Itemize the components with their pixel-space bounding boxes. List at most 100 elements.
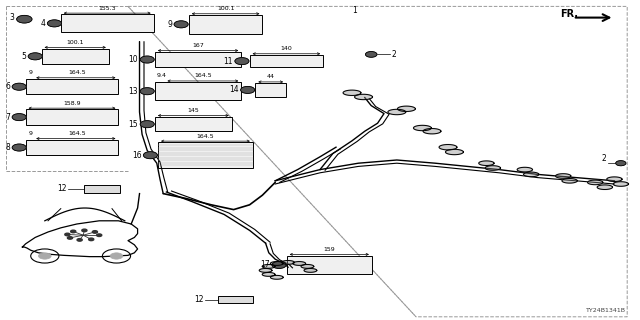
Text: TY24B1341B: TY24B1341B [586,308,626,313]
Bar [26,140,118,155]
Text: 17: 17 [260,260,270,269]
Polygon shape [388,109,406,115]
Polygon shape [262,265,275,268]
Text: 4: 4 [40,19,45,28]
Text: FR.: FR. [560,9,578,20]
Polygon shape [304,268,317,272]
Polygon shape [607,177,622,181]
Bar [155,52,241,67]
Polygon shape [301,265,314,268]
Polygon shape [413,125,431,131]
Text: 167: 167 [192,43,204,48]
Circle shape [365,52,377,57]
Polygon shape [517,167,532,172]
Circle shape [616,161,626,166]
Text: 164.5: 164.5 [68,131,86,136]
Text: 7: 7 [5,113,10,122]
Polygon shape [271,276,283,279]
Circle shape [174,21,188,28]
Circle shape [272,261,286,268]
Circle shape [97,234,102,236]
Text: 13: 13 [129,87,138,96]
Text: 159: 159 [323,247,335,252]
Text: 9: 9 [28,131,32,136]
Circle shape [241,86,255,93]
Text: 15: 15 [129,120,138,129]
Text: 140: 140 [280,46,292,51]
Text: 12: 12 [58,184,67,194]
Polygon shape [479,161,494,165]
Circle shape [38,253,51,259]
Text: 9: 9 [167,20,172,29]
Bar [26,79,118,94]
Circle shape [140,121,154,128]
Bar [26,109,118,125]
Circle shape [67,236,72,239]
Text: 100.1: 100.1 [217,6,234,11]
Polygon shape [271,261,283,265]
Polygon shape [262,273,275,276]
Bar [287,256,372,274]
Bar [255,83,286,97]
Circle shape [92,231,97,233]
Circle shape [110,253,123,259]
Text: 16: 16 [132,151,141,160]
Text: 44: 44 [267,74,275,79]
Text: 12: 12 [194,295,204,304]
Polygon shape [293,261,306,265]
Text: 9.4: 9.4 [157,73,167,78]
Bar [250,55,323,67]
Circle shape [12,83,26,90]
Polygon shape [445,149,463,155]
Polygon shape [439,145,457,150]
Circle shape [65,233,70,236]
Polygon shape [613,182,628,186]
Text: 164.5: 164.5 [68,70,86,75]
Polygon shape [397,106,415,111]
Polygon shape [562,179,577,183]
Text: 155.3: 155.3 [99,5,116,11]
Circle shape [235,58,249,65]
Polygon shape [597,185,612,189]
Bar [61,14,154,32]
Text: 100.1: 100.1 [67,40,84,45]
Circle shape [70,230,76,233]
Circle shape [140,88,154,95]
Text: 164.5: 164.5 [195,73,212,78]
Polygon shape [343,90,361,95]
Circle shape [28,53,42,60]
Polygon shape [282,260,294,264]
Bar [189,15,262,34]
Text: 3: 3 [9,13,14,22]
Polygon shape [259,268,272,272]
Bar [218,296,253,303]
Circle shape [89,238,94,241]
Text: 9: 9 [28,70,32,75]
Bar [155,117,232,131]
Text: 145: 145 [188,108,199,113]
Text: 6: 6 [5,82,10,91]
Polygon shape [524,172,539,177]
Text: 2: 2 [392,50,396,59]
Polygon shape [556,174,571,178]
Circle shape [47,20,61,27]
Bar [158,142,253,168]
Bar [42,49,109,64]
Text: 1: 1 [352,6,356,15]
Circle shape [12,144,26,151]
Text: 5: 5 [21,52,26,61]
Text: 158.9: 158.9 [63,100,81,106]
Circle shape [12,114,26,121]
Text: 8: 8 [6,143,10,152]
Text: 14: 14 [229,85,239,94]
Polygon shape [355,94,372,100]
Text: 164.5: 164.5 [196,133,214,139]
Bar [155,82,241,100]
Circle shape [143,152,157,159]
Polygon shape [588,180,603,185]
Text: 10: 10 [129,55,138,64]
Circle shape [82,229,87,232]
Circle shape [140,56,154,63]
Text: 11: 11 [223,57,233,66]
Polygon shape [423,129,441,134]
